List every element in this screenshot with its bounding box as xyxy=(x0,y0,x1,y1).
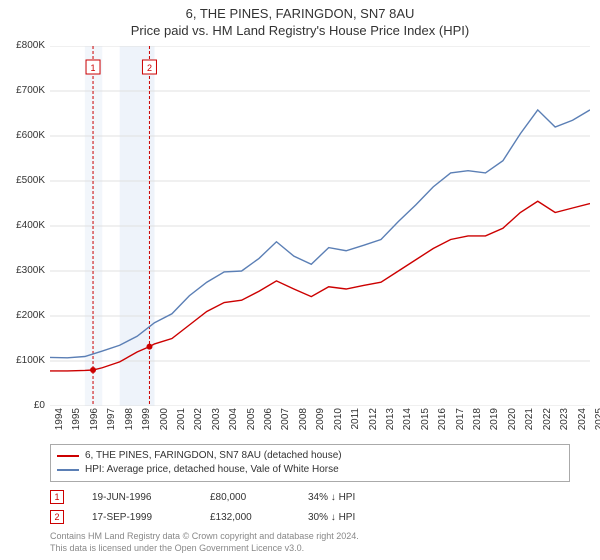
x-tick-label: 1997 xyxy=(106,408,117,438)
sale-markers-table: 1 19-JUN-1996 £80,000 34% ↓ HPI 2 17-SEP… xyxy=(50,484,388,524)
x-tick-label: 2017 xyxy=(455,408,466,438)
legend-label: HPI: Average price, detached house, Vale… xyxy=(85,463,339,477)
svg-text:1: 1 xyxy=(91,63,96,73)
svg-text:2: 2 xyxy=(147,63,152,73)
chart-subtitle: Price paid vs. HM Land Registry's House … xyxy=(0,21,600,38)
x-tick-label: 2014 xyxy=(402,408,413,438)
chart-title: 6, THE PINES, FARINGDON, SN7 8AU xyxy=(0,0,600,21)
x-tick-label: 2012 xyxy=(368,408,379,438)
y-tick-label: £400K xyxy=(5,220,45,231)
x-tick-label: 2001 xyxy=(176,408,187,438)
legend-swatch-price-paid xyxy=(57,455,79,457)
x-tick-label: 2010 xyxy=(333,408,344,438)
x-tick-label: 2024 xyxy=(577,408,588,438)
y-tick-label: £100K xyxy=(5,355,45,366)
legend-swatch-hpi xyxy=(57,469,79,471)
x-tick-label: 2023 xyxy=(559,408,570,438)
x-tick-label: 2018 xyxy=(472,408,483,438)
x-tick-label: 2025 xyxy=(594,408,600,438)
marker-price: £132,000 xyxy=(210,512,280,523)
y-tick-label: £700K xyxy=(5,85,45,96)
x-tick-label: 2021 xyxy=(524,408,535,438)
x-tick-label: 2009 xyxy=(315,408,326,438)
y-tick-label: £0 xyxy=(5,400,45,411)
sale-marker-row: 1 19-JUN-1996 £80,000 34% ↓ HPI xyxy=(50,490,388,504)
marker-date: 17-SEP-1999 xyxy=(92,512,182,523)
legend-row: HPI: Average price, detached house, Vale… xyxy=(57,463,563,477)
x-tick-label: 2011 xyxy=(350,408,361,438)
x-tick-label: 2003 xyxy=(211,408,222,438)
x-tick-label: 2022 xyxy=(542,408,553,438)
y-tick-label: £600K xyxy=(5,130,45,141)
x-tick-label: 2019 xyxy=(489,408,500,438)
x-tick-label: 2020 xyxy=(507,408,518,438)
legend-row: 6, THE PINES, FARINGDON, SN7 8AU (detach… xyxy=(57,449,563,463)
x-tick-label: 2008 xyxy=(298,408,309,438)
x-tick-label: 1994 xyxy=(54,408,65,438)
y-tick-label: £500K xyxy=(5,175,45,186)
x-tick-label: 1995 xyxy=(71,408,82,438)
x-tick-label: 2002 xyxy=(193,408,204,438)
chart-plot: 12 xyxy=(50,46,590,406)
marker-price: £80,000 xyxy=(210,492,280,503)
x-tick-label: 2013 xyxy=(385,408,396,438)
x-tick-label: 2006 xyxy=(263,408,274,438)
sale-marker-row: 2 17-SEP-1999 £132,000 30% ↓ HPI xyxy=(50,510,388,524)
legend: 6, THE PINES, FARINGDON, SN7 8AU (detach… xyxy=(50,444,570,482)
x-tick-label: 1998 xyxy=(124,408,135,438)
x-tick-label: 2004 xyxy=(228,408,239,438)
marker-date: 19-JUN-1996 xyxy=(92,492,182,503)
marker-delta: 34% ↓ HPI xyxy=(308,492,388,503)
footer-attribution: Contains HM Land Registry data © Crown c… xyxy=(50,530,359,554)
marker-index-box: 1 xyxy=(50,490,64,504)
marker-delta: 30% ↓ HPI xyxy=(308,512,388,523)
x-tick-label: 2015 xyxy=(420,408,431,438)
marker-index-box: 2 xyxy=(50,510,64,524)
footer-line: This data is licensed under the Open Gov… xyxy=(50,542,359,554)
y-tick-label: £300K xyxy=(5,265,45,276)
x-tick-label: 1996 xyxy=(89,408,100,438)
y-tick-label: £800K xyxy=(5,40,45,51)
x-tick-label: 2007 xyxy=(280,408,291,438)
x-tick-label: 2016 xyxy=(437,408,448,438)
x-tick-label: 2000 xyxy=(159,408,170,438)
footer-line: Contains HM Land Registry data © Crown c… xyxy=(50,530,359,542)
legend-label: 6, THE PINES, FARINGDON, SN7 8AU (detach… xyxy=(85,449,342,463)
x-tick-label: 1999 xyxy=(141,408,152,438)
x-tick-label: 2005 xyxy=(246,408,257,438)
y-tick-label: £200K xyxy=(5,310,45,321)
